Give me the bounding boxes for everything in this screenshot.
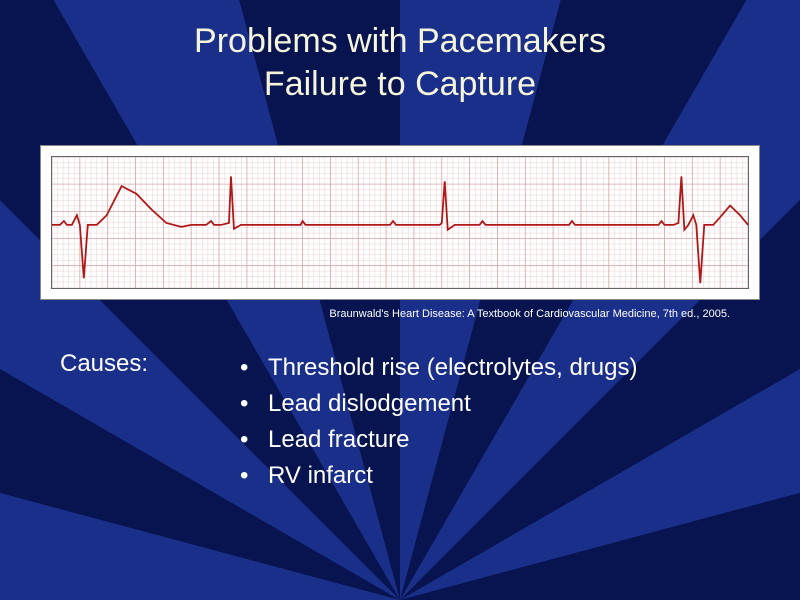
cause-item: RV infarct — [240, 458, 637, 494]
slide-content: Problems with Pacemakers Failure to Capt… — [0, 0, 800, 600]
title-line-1: Problems with Pacemakers — [194, 22, 606, 60]
cause-item: Threshold rise (electrolytes, drugs) — [240, 350, 637, 386]
causes-heading: Causes: — [60, 350, 240, 494]
causes-section: Causes: Threshold rise (electrolytes, dr… — [40, 350, 760, 494]
ecg-chart — [52, 157, 748, 288]
ecg-strip — [40, 145, 760, 300]
slide-title: Problems with Pacemakers Failure to Capt… — [40, 20, 760, 105]
citation-text: Braunwald's Heart Disease: A Textbook of… — [40, 308, 760, 320]
causes-list: Threshold rise (electrolytes, drugs)Lead… — [240, 350, 637, 494]
cause-item: Lead fracture — [240, 422, 637, 458]
title-line-2: Failure to Capture — [264, 65, 536, 103]
cause-item: Lead dislodgement — [240, 386, 637, 422]
